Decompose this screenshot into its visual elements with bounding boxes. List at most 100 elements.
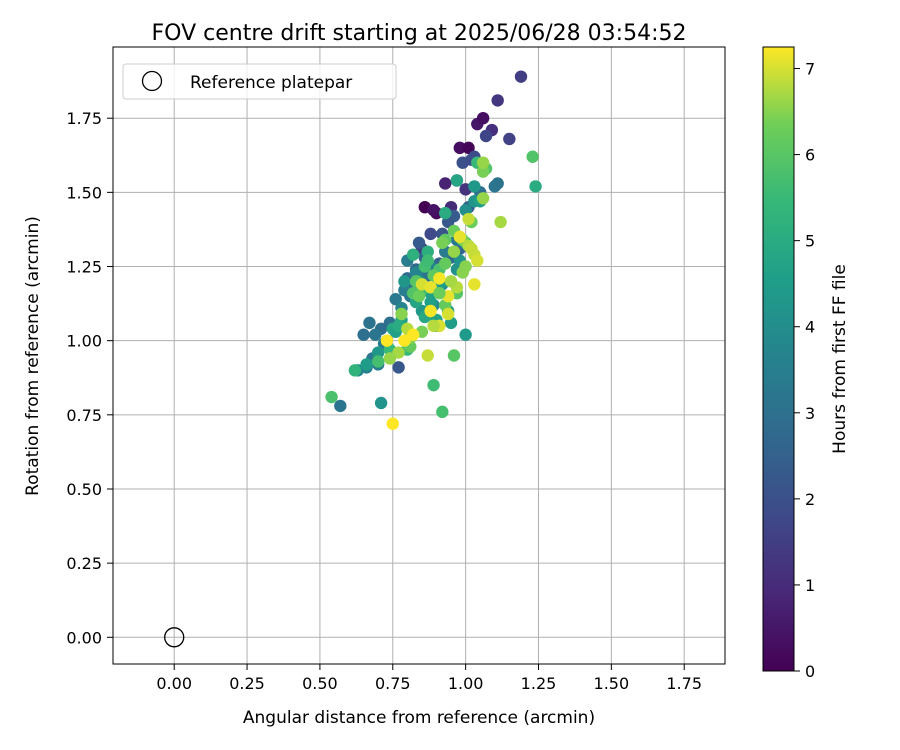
scatter-point <box>372 346 385 359</box>
y-tick-label: 0.25 <box>66 554 102 573</box>
colorbar-tick-label: 2 <box>805 490 815 509</box>
colorbar-tick-label: 3 <box>805 404 815 423</box>
colorbar: 0 1 2 3 4 5 6 7 Hours from first FF file <box>762 46 850 681</box>
scatter-point <box>491 94 504 107</box>
scatter-point <box>398 275 411 288</box>
scatter-point <box>412 236 426 249</box>
scatter-point <box>459 328 472 341</box>
x-tick-label: 0.00 <box>156 674 192 693</box>
scatter-point <box>374 396 388 410</box>
scatter-point <box>462 212 475 226</box>
scatter-point <box>427 319 440 333</box>
x-tick-label: 1.50 <box>594 674 630 693</box>
scatter-point <box>447 349 461 362</box>
scatter-point <box>406 248 420 261</box>
legend: Reference platepar <box>122 63 397 100</box>
scatter-point <box>357 328 370 341</box>
scatter-point <box>392 346 405 359</box>
scatter-point <box>441 307 455 321</box>
scatter-point <box>360 358 373 371</box>
scatter-point <box>427 203 440 217</box>
scatter-point <box>476 156 490 169</box>
scatter-point <box>479 129 493 143</box>
y-tick-label: 0.00 <box>66 628 102 647</box>
scatter-point <box>450 174 464 187</box>
scatter-point <box>348 364 362 377</box>
chart-title: FOV centre drift starting at 2025/06/28 … <box>152 21 687 46</box>
scatter-point <box>476 111 490 125</box>
scatter-point <box>421 349 434 362</box>
x-axis-label: Angular distance from reference (arcmin) <box>243 708 595 728</box>
scatter-point <box>453 230 466 244</box>
scatter-point <box>447 245 461 258</box>
scatter-point <box>503 132 516 146</box>
scatter-point <box>444 275 458 288</box>
scatter-point <box>468 180 481 193</box>
scatter-point <box>424 227 437 241</box>
scatter-point <box>334 399 347 413</box>
scatter-point <box>398 334 411 347</box>
scatter-point <box>433 272 446 285</box>
y-axis-label: Rotation from reference (arcmin) <box>23 216 43 496</box>
scatter-point <box>363 316 376 330</box>
colorbar-tick-label: 0 <box>805 662 815 681</box>
y-tick-label: 1.00 <box>66 332 102 351</box>
colorbar-label: Hours from first FF file <box>830 264 850 454</box>
y-tick-label: 0.50 <box>66 480 102 499</box>
colorbar-tick-label: 6 <box>805 146 815 165</box>
x-axis-ticks: 0.00 0.25 0.50 0.75 1.00 1.25 1.50 1.75 <box>156 664 702 693</box>
scatter-point <box>468 278 481 291</box>
scatter-point <box>471 254 484 267</box>
legend-box <box>122 63 397 100</box>
scatter-point <box>462 141 475 155</box>
scatter-point <box>491 177 504 190</box>
scatter-point <box>453 141 466 155</box>
scatter-point <box>436 236 449 249</box>
scatter-point <box>427 378 440 392</box>
y-tick-label: 1.25 <box>66 258 102 277</box>
scatter-point <box>369 328 382 341</box>
scatter-point <box>529 180 542 193</box>
scatter-point <box>476 192 490 205</box>
scatter-point <box>424 295 437 309</box>
scatter-point <box>421 254 434 267</box>
plot-frame <box>112 46 726 665</box>
x-tick-label: 0.50 <box>302 674 338 693</box>
scatter-point <box>386 417 399 430</box>
y-tick-label: 1.75 <box>66 109 102 128</box>
y-axis-ticks: 0.00 0.25 0.50 0.75 1.00 1.25 1.50 1.75 <box>66 109 113 647</box>
scatter-point <box>439 206 452 220</box>
scatter-point <box>439 257 452 270</box>
scatter-point <box>421 245 434 258</box>
colorbar-gradient <box>762 46 795 672</box>
scatter-point <box>433 287 446 300</box>
plot-area <box>113 47 725 664</box>
scatter-point <box>465 242 478 255</box>
scatter-point <box>406 328 420 341</box>
scatter-point <box>424 304 437 318</box>
scatter-point <box>514 70 528 83</box>
colorbar-tick-label: 5 <box>805 232 815 251</box>
x-tick-label: 0.25 <box>229 674 265 693</box>
scatter-point <box>412 289 426 303</box>
x-tick-label: 1.25 <box>521 674 557 693</box>
scatter-point <box>372 355 385 368</box>
scatter-point <box>395 307 408 321</box>
reference-platepar-marker <box>164 627 185 648</box>
scatter-point <box>526 150 539 163</box>
scatter-point <box>392 361 405 374</box>
x-tick-label: 1.00 <box>448 674 484 693</box>
legend-entry-reference: Reference platepar <box>190 73 352 93</box>
reference-point-group <box>164 627 185 648</box>
scatter-point <box>459 260 472 273</box>
scatter-point <box>494 215 507 229</box>
scatter-point <box>436 405 449 419</box>
scatter-point <box>424 281 437 294</box>
scatter-points <box>325 70 542 430</box>
y-tick-label: 0.75 <box>66 406 102 425</box>
x-tick-label: 0.75 <box>375 674 411 693</box>
scatter-point <box>383 352 397 365</box>
scatter-point <box>439 177 452 190</box>
colorbar-ticks: 0 1 2 3 4 5 6 7 <box>794 60 815 681</box>
